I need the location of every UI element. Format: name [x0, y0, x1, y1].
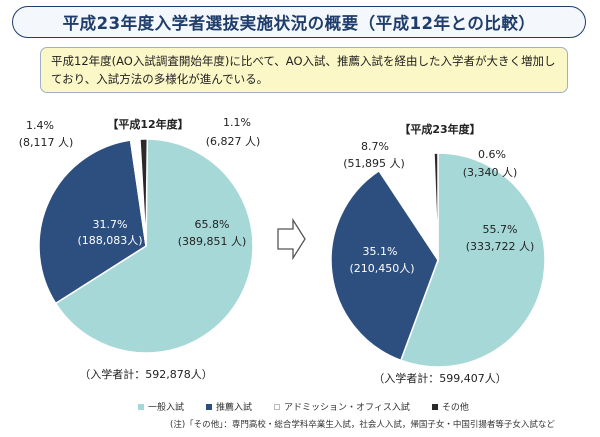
label-other-count-2011: (3,340 人)	[463, 166, 518, 179]
legend-label: 推薦入試	[216, 403, 253, 413]
pie-slice-recommendation	[38, 139, 147, 305]
summary-note: 平成12年度(AO入試調査開始年度)に比べて、AO入試、推薦入試を経由した入学者…	[40, 47, 568, 93]
legend-label: アドミッション・オフィス入試	[284, 403, 410, 413]
label-rec-percent-2000: 31.7%	[93, 218, 128, 231]
legend-swatch-ao	[274, 403, 281, 410]
label-ao-percent-2011: 8.7%	[361, 140, 389, 153]
arrow-icon	[277, 217, 306, 261]
footnote: (注)「その他」：専門高校・総合学科卒業生入試，社会人入試，帰国子女・中国引揚者…	[170, 420, 555, 430]
label-ao-count-2000: (8,117 人)	[19, 136, 74, 149]
title-banner: 平成23年度入学者選抜実施状況の概要（平成12年との比較）	[12, 6, 586, 38]
label-other-count-2000: (6,827 人)	[206, 135, 261, 148]
legend-swatch-recommendation	[206, 403, 213, 410]
label-rec-count-2011: (210,450人)	[349, 262, 414, 275]
label-gen-percent-2000: 65.8%	[195, 218, 230, 231]
legend-item-general: 一般入試	[138, 400, 184, 413]
label-ao-percent-2000: 1.4%	[26, 119, 54, 132]
legend-swatch-other	[431, 403, 438, 410]
pie-slice-other	[139, 138, 149, 247]
label-ao-count-2011: (51,895 人)	[343, 157, 405, 170]
label-other-percent-2011: 0.6%	[478, 148, 506, 161]
label-gen-count-2000: (389,851 人)	[178, 235, 247, 248]
legend-label: 一般入試	[148, 403, 185, 413]
label-other-percent-2000: 1.1%	[223, 116, 251, 129]
label-rec-count-2000: (188,083人)	[77, 234, 142, 247]
chart-title-2000: 【平成12年度】	[107, 117, 188, 131]
summary-note-text: 平成12年度(AO入試調査開始年度)に比べて、AO入試、推薦入試を経由した入学者…	[51, 54, 556, 86]
legend-item-other: その他	[431, 400, 469, 413]
label-gen-count-2011: (333,722 人)	[466, 240, 535, 253]
legend-label: その他	[441, 403, 469, 413]
label-gen-percent-2011: 55.7%	[483, 223, 518, 236]
legend-item-ao: アドミッション・オフィス入試	[274, 400, 410, 413]
pie-2011	[330, 152, 546, 368]
label-rec-percent-2011: 35.1%	[363, 245, 398, 258]
legend-swatch-general	[138, 403, 144, 410]
pie-slice-general	[399, 152, 546, 368]
chart-title-2011: 【平成23年度】	[399, 122, 480, 136]
total-2011: （入学者計：599,407人）	[373, 371, 507, 385]
pie-slice-other	[433, 152, 439, 261]
legend: 一般入試 推薦入試 アドミッション・オフィス入試 その他	[138, 400, 469, 413]
pie-slice-recommendation	[330, 169, 439, 362]
total-2000: （入学者計：592,878人）	[79, 367, 213, 381]
pie-slice-general	[54, 138, 254, 354]
pie-2000	[38, 138, 254, 354]
page-title: 平成23年度入学者選抜実施状況の概要（平成12年との比較）	[62, 14, 536, 33]
legend-item-recommendation: 推薦入試	[206, 400, 252, 413]
